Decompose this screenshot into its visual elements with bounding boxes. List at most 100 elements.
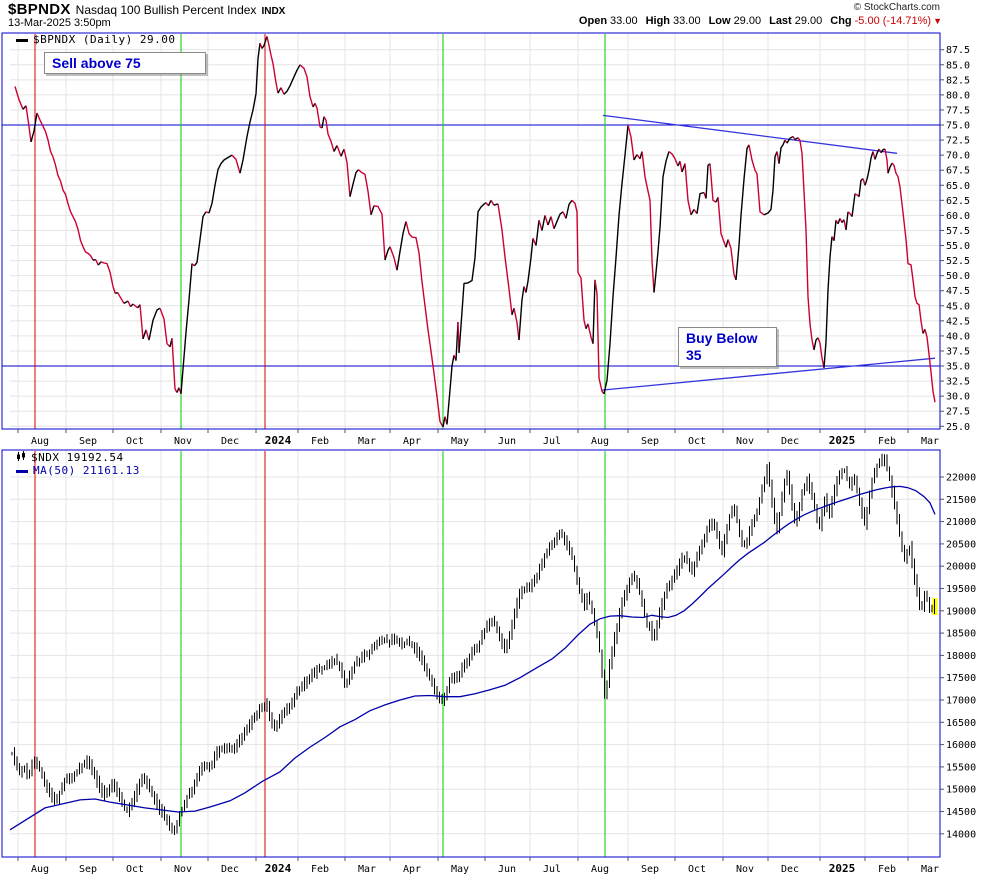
svg-text:Apr: Apr [403,864,421,875]
down-arrow-icon: ▼ [933,16,942,26]
svg-text:Mar: Mar [358,864,376,875]
svg-text:Aug: Aug [591,436,609,447]
svg-text:15500: 15500 [946,762,976,773]
svg-text:57.5: 57.5 [946,226,970,237]
svg-text:22000: 22000 [946,472,976,483]
svg-text:Oct: Oct [126,864,144,875]
svg-text:Dec: Dec [221,864,239,875]
svg-text:60.0: 60.0 [946,211,970,222]
svg-text:Mar: Mar [358,436,376,447]
svg-text:Feb: Feb [878,864,896,875]
annotation-sell-above-75: Sell above 75 [44,52,206,74]
last-value: 29.00 [794,15,823,27]
svg-text:Jun: Jun [498,864,516,875]
svg-text:Aug: Aug [31,436,49,447]
svg-text:Sep: Sep [79,864,97,875]
svg-text:16500: 16500 [946,718,976,729]
svg-text:18500: 18500 [946,629,976,640]
svg-text:May: May [451,864,469,875]
ma-legend-row: MA(50) 21161.13 [16,464,140,477]
svg-text:14000: 14000 [946,829,976,840]
svg-text:62.5: 62.5 [946,196,970,207]
svg-text:21000: 21000 [946,517,976,528]
svg-text:Oct: Oct [688,436,706,447]
high-value: 33.00 [673,15,701,27]
low-value: 29.00 [733,15,762,27]
svg-text:Aug: Aug [591,864,609,875]
svg-text:77.5: 77.5 [946,105,970,116]
svg-text:18000: 18000 [946,651,976,662]
svg-text:47.5: 47.5 [946,286,970,297]
svg-text:19000: 19000 [946,606,976,617]
svg-text:15000: 15000 [946,785,976,796]
svg-text:82.5: 82.5 [946,75,970,86]
open-value: 33.00 [610,15,638,27]
svg-text:87.5: 87.5 [946,45,970,56]
quote-summary: Open 33.00 High 33.00 Low 29.00 Last 29.00 Chg -5… [579,15,942,27]
svg-text:42.5: 42.5 [946,316,970,327]
svg-text:45.0: 45.0 [946,301,970,312]
annotation-buy-below-35: Buy Below 35 [678,327,777,367]
svg-text:Jul: Jul [543,436,561,447]
svg-text:20500: 20500 [946,539,976,550]
bpndx-legend: $BPNDX (Daily) 29.00 [16,33,175,46]
svg-text:20000: 20000 [946,562,976,573]
copyright: © StockCharts.com [853,2,940,13]
svg-text:55.0: 55.0 [946,241,970,252]
svg-text:Nov: Nov [736,436,754,447]
svg-text:70.0: 70.0 [946,151,970,162]
svg-text:Feb: Feb [311,436,329,447]
svg-text:14500: 14500 [946,807,976,818]
svg-text:50.0: 50.0 [946,271,970,282]
svg-text:Sep: Sep [641,436,659,447]
svg-text:72.5: 72.5 [946,136,970,147]
svg-text:40.0: 40.0 [946,331,970,342]
svg-text:2024: 2024 [265,862,292,875]
svg-text:Dec: Dec [781,864,799,875]
svg-text:Feb: Feb [311,864,329,875]
page-title: Nasdaq 100 Bullish Percent Index [75,3,257,17]
svg-text:Oct: Oct [688,864,706,875]
svg-text:80.0: 80.0 [946,90,970,101]
svg-text:75.0: 75.0 [946,121,970,132]
svg-text:May: May [451,436,469,447]
ma-line-swatch-icon [16,469,28,473]
svg-text:27.5: 27.5 [946,407,970,418]
svg-text:32.5: 32.5 [946,377,970,388]
bpndx-legend-label: $BPNDX (Daily) 29.00 [33,33,176,46]
svg-text:67.5: 67.5 [946,166,970,177]
svg-text:Apr: Apr [403,436,421,447]
svg-text:16000: 16000 [946,740,976,751]
svg-text:Nov: Nov [174,436,192,447]
ma-legend-label: MA(50) 21161.13 [33,464,140,477]
svg-text:Aug: Aug [31,864,49,875]
svg-text:30.0: 30.0 [946,392,970,403]
svg-text:Mar: Mar [921,864,939,875]
svg-text:35.0: 35.0 [946,362,970,373]
svg-text:65.0: 65.0 [946,181,970,192]
svg-text:2025: 2025 [829,862,856,875]
chg-label: Chg [830,15,852,27]
svg-text:Jun: Jun [498,436,516,447]
svg-text:Sep: Sep [641,864,659,875]
chg-value: -5.00 (-14.71%) [854,15,932,27]
svg-text:Sep: Sep [79,436,97,447]
svg-text:17000: 17000 [946,695,976,706]
svg-text:17500: 17500 [946,673,976,684]
symbol: $BPNDX [8,1,71,18]
high-label: High [645,15,671,27]
svg-text:2025: 2025 [829,434,856,447]
open-label: Open [578,15,608,27]
chart-header: $BPNDX Nasdaq 100 Bullish Percent Index IN… [8,1,285,19]
svg-text:Feb: Feb [878,436,896,447]
svg-text:Dec: Dec [781,436,799,447]
svg-text:2024: 2024 [265,434,292,447]
svg-text:25.0: 25.0 [946,422,970,433]
svg-text:21500: 21500 [946,495,976,506]
ndx-legend-row: $NDX 19192.54 [16,451,140,464]
svg-text:Jul: Jul [543,864,561,875]
candlestick-icon [17,451,25,461]
line-swatch-icon [16,38,28,42]
